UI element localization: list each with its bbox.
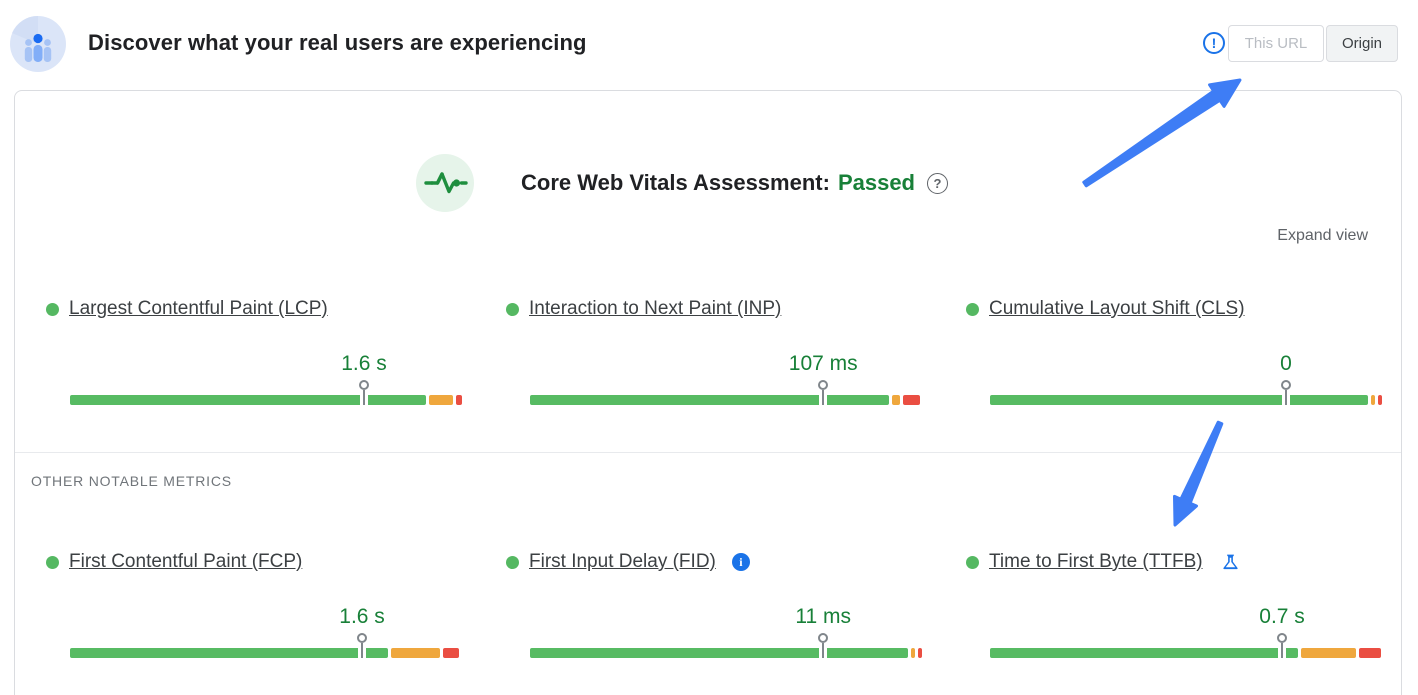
distribution-bar bbox=[990, 648, 1382, 658]
metric-header: Interaction to Next Paint (INP) bbox=[506, 296, 926, 320]
this-url-toggle-button[interactable]: This URL bbox=[1228, 25, 1324, 62]
distribution-bar bbox=[70, 395, 462, 405]
assessment-status: Passed bbox=[837, 170, 915, 195]
p75-marker-icon bbox=[1275, 633, 1289, 658]
p75-marker-icon bbox=[355, 633, 369, 658]
metric-value: 107 ms bbox=[788, 352, 858, 375]
flask-experiment-icon[interactable] bbox=[1221, 553, 1240, 572]
info-filled-icon[interactable]: i bbox=[731, 553, 750, 571]
metric-header: Largest Contentful Paint (LCP) bbox=[46, 296, 466, 320]
good-rating-dot-icon bbox=[46, 555, 59, 569]
metric-distribution-fid: 11 ms bbox=[530, 549, 922, 667]
metric-distribution-lcp: 1.6 s bbox=[70, 296, 462, 414]
metric-header: First Contentful Paint (FCP) bbox=[46, 549, 466, 573]
metric-header: Cumulative Layout Shift (CLS) bbox=[966, 296, 1386, 320]
metric-inp: Interaction to Next Paint (INP) 107 ms bbox=[506, 296, 926, 414]
pulse-icon bbox=[416, 154, 474, 212]
metric-value: 11 ms bbox=[795, 605, 852, 628]
metric-ttfb: Time to First Byte (TTFB) 0.7 s bbox=[966, 549, 1386, 667]
metric-link-cls[interactable]: Cumulative Layout Shift (CLS) bbox=[989, 298, 1245, 319]
help-icon[interactable]: ? bbox=[927, 172, 948, 194]
page-title: Discover what your real users are experi… bbox=[88, 30, 587, 55]
cwv-assessment-row: Core Web Vitals Assessment: Passed ? bbox=[416, 154, 948, 212]
metric-value: 0 bbox=[1280, 352, 1292, 375]
assessment-label: Core Web Vitals Assessment: bbox=[521, 170, 830, 195]
metric-value: 0.7 s bbox=[1259, 605, 1305, 628]
metric-link-ttfb[interactable]: Time to First Byte (TTFB) bbox=[989, 551, 1203, 572]
other-metrics-heading: OTHER NOTABLE METRICS bbox=[31, 473, 232, 489]
p75-marker-icon bbox=[816, 633, 830, 658]
metric-link-inp[interactable]: Interaction to Next Paint (INP) bbox=[529, 298, 782, 319]
metric-distribution-cls: 0 bbox=[990, 296, 1382, 414]
metric-link-lcp[interactable]: Largest Contentful Paint (LCP) bbox=[69, 298, 328, 319]
distribution-bar bbox=[990, 395, 1382, 405]
metric-link-fcp[interactable]: First Contentful Paint (FCP) bbox=[69, 551, 303, 572]
expand-view-link[interactable]: Expand view bbox=[1277, 227, 1368, 244]
p75-marker-icon bbox=[357, 380, 371, 405]
metric-header: First Input Delay (FID) i bbox=[506, 549, 926, 573]
good-rating-dot-icon bbox=[966, 555, 979, 569]
origin-toggle-button[interactable]: Origin bbox=[1326, 25, 1398, 62]
metric-value: 1.6 s bbox=[341, 352, 387, 375]
good-rating-dot-icon bbox=[506, 302, 519, 316]
metric-link-fid[interactable]: First Input Delay (FID) bbox=[529, 551, 716, 572]
metric-cls: Cumulative Layout Shift (CLS) 0 bbox=[966, 296, 1386, 414]
metric-distribution-fcp: 1.6 s bbox=[70, 549, 462, 667]
field-data-card: Core Web Vitals Assessment: Passed ? Exp… bbox=[14, 90, 1402, 695]
metric-header: Time to First Byte (TTFB) bbox=[966, 549, 1386, 573]
crux-users-icon bbox=[10, 16, 66, 72]
distribution-bar bbox=[530, 395, 922, 405]
metric-distribution-ttfb: 0.7 s bbox=[990, 549, 1382, 667]
assessment-text: Core Web Vitals Assessment: Passed ? bbox=[521, 170, 948, 196]
p75-marker-icon bbox=[816, 380, 830, 405]
distribution-bar bbox=[530, 648, 922, 658]
metric-distribution-inp: 107 ms bbox=[530, 296, 922, 414]
metric-fcp: First Contentful Paint (FCP) 1.6 s bbox=[46, 549, 466, 667]
p75-marker-icon bbox=[1279, 380, 1293, 405]
metric-value: 1.6 s bbox=[339, 605, 385, 628]
good-rating-dot-icon bbox=[46, 302, 59, 316]
metric-fid: First Input Delay (FID) i 11 ms bbox=[506, 549, 926, 667]
metric-lcp: Largest Contentful Paint (LCP) 1.6 s bbox=[46, 296, 466, 414]
info-outline-icon[interactable]: ! bbox=[1203, 32, 1225, 54]
good-rating-dot-icon bbox=[506, 555, 519, 569]
good-rating-dot-icon bbox=[966, 302, 979, 316]
section-divider bbox=[15, 452, 1401, 453]
distribution-bar bbox=[70, 648, 462, 658]
